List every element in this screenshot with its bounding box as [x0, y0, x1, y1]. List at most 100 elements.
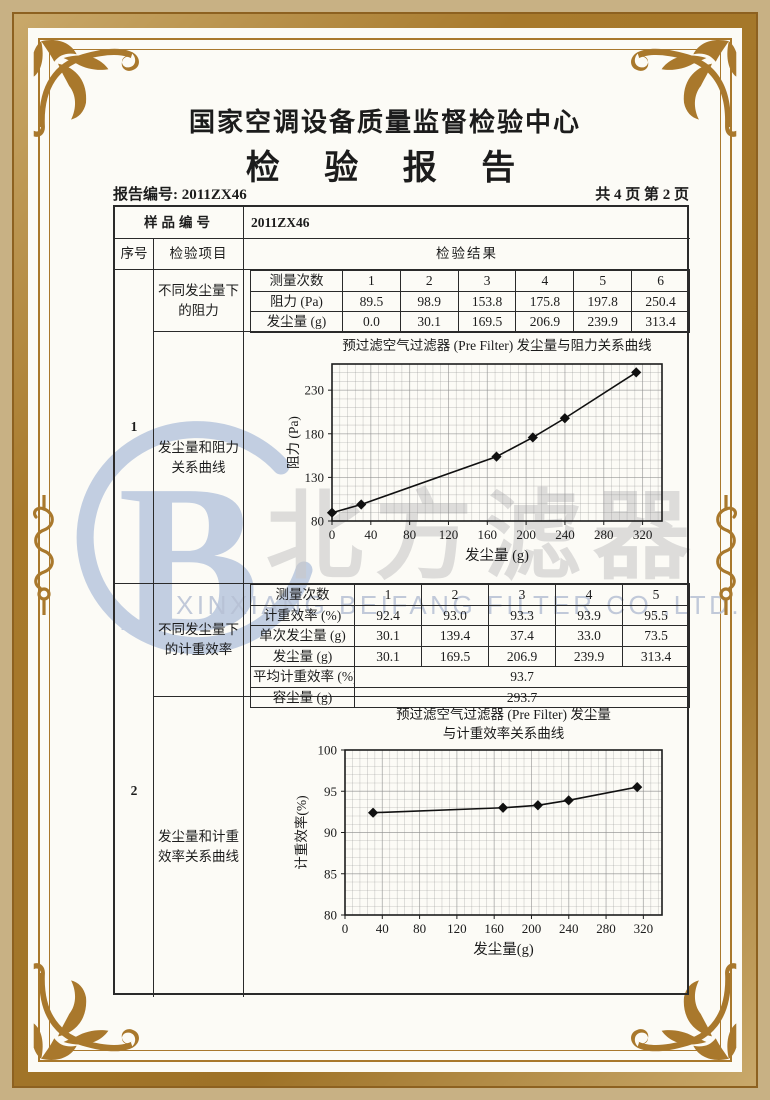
measure-value: 139.4 — [421, 625, 489, 647]
report-meta-row: 报告编号: 2011ZX46 共 4 页 第 2 页 — [113, 183, 689, 204]
resistance-chart: 80 130 180 230 0 40 80 120 160 200 240 280 320 预过滤空气过… — [244, 332, 690, 584]
measure-value: 93.3 — [488, 604, 556, 627]
measure-row-label: 发尘量 (g) — [250, 645, 355, 668]
svg-text:120: 120 — [439, 527, 459, 542]
measure-value: 313.4 — [622, 645, 690, 668]
measure-table: 测量次数 1 2 3 4 5 计重效率 (%) 92.4 93.0 93.3 93.9 95.5 单次发… — [250, 584, 690, 709]
measure-value: 98.9 — [399, 290, 459, 313]
section2-seq: 2 — [115, 584, 154, 997]
section1-measure-table: 测量次数 1 2 3 4 5 6 阻力 (Pa) 89.5 98.9 153.8 175.8 197.8… — [244, 270, 690, 333]
svg-text:240: 240 — [559, 921, 579, 936]
measure-value: 95.5 — [622, 604, 690, 627]
section2-measure-table: 测量次数 1 2 3 4 5 计重效率 (%) 92.4 93.0 93.3 93.9 95.5 单次发… — [244, 584, 690, 709]
svg-text:80: 80 — [311, 514, 324, 529]
page-indicator: 共 4 页 第 2 页 — [595, 187, 689, 203]
measure-value: 1 — [354, 584, 422, 606]
chart-svg: 80 85 90 95 100 0 40 80 120 160 200 240 280 320 预过滤空气过… — [293, 707, 663, 958]
svg-text:预过滤空气过滤器 (Pre Filter) 发尘量与阻力关系: 预过滤空气过滤器 (Pre Filter) 发尘量与阻力关系曲线 — [342, 338, 651, 353]
col-header-seq: 序号 — [115, 239, 154, 270]
report-title: 检 验 报 告 — [245, 150, 525, 187]
svg-text:130: 130 — [305, 470, 325, 485]
svg-text:80: 80 — [413, 921, 426, 936]
measure-value: 206.9 — [488, 645, 556, 668]
svg-text:发尘量 (g): 发尘量 (g) — [465, 547, 529, 564]
svg-text:280: 280 — [596, 921, 616, 936]
svg-text:200: 200 — [522, 921, 542, 936]
svg-text:80: 80 — [324, 908, 337, 923]
measure-value: 206.9 — [515, 311, 575, 333]
svg-text:0: 0 — [329, 527, 336, 542]
measure-value: 30.1 — [354, 645, 422, 668]
measure-value: 153.8 — [457, 290, 517, 313]
svg-text:与计重效率关系曲线: 与计重效率关系曲线 — [443, 725, 565, 741]
svg-text:180: 180 — [305, 426, 325, 441]
measure-value: 197.8 — [573, 290, 633, 313]
measure-row-label: 计重效率 (%) — [250, 604, 355, 627]
svg-text:预过滤空气过滤器 (Pre Filter) 发尘量: 预过滤空气过滤器 (Pre Filter) 发尘量 — [396, 707, 611, 722]
sample-no-value: 2011ZX46 — [244, 207, 690, 239]
svg-text:200: 200 — [516, 527, 536, 542]
svg-text:230: 230 — [305, 383, 325, 398]
measure-value: 6 — [631, 270, 690, 292]
measure-value: 33.0 — [555, 625, 623, 647]
section1-item-top: 不同发尘量下的阻力 — [154, 270, 244, 332]
svg-text:95: 95 — [324, 784, 337, 799]
svg-text:85: 85 — [324, 866, 337, 881]
measure-value: 250.4 — [631, 290, 690, 313]
measure-value: 37.4 — [488, 625, 556, 647]
measure-row-label: 单次发尘量 (g) — [250, 625, 355, 647]
col-header-result: 检验结果 — [244, 239, 690, 270]
section1-item-bottom: 发尘量和阻力关系曲线 — [154, 332, 244, 584]
svg-text:80: 80 — [403, 527, 416, 542]
svg-text:160: 160 — [484, 921, 504, 936]
results-table: 样品编号 2011ZX46 序号 检验项目 检验结果 1 不同发尘量下的阻力 测… — [113, 205, 690, 997]
measure-value: 4 — [515, 270, 575, 292]
measure-value: 4 — [555, 584, 623, 606]
measure-value: 93.0 — [421, 604, 489, 627]
measure-value: 5 — [573, 270, 633, 292]
measure-value: 73.5 — [622, 625, 690, 647]
measure-value: 93.9 — [555, 604, 623, 627]
measure-value: 239.9 — [573, 311, 633, 333]
col-header-item: 检验项目 — [154, 239, 244, 270]
svg-text:100: 100 — [318, 743, 338, 758]
chart-svg: 80 130 180 230 0 40 80 120 160 200 240 280 320 预过滤空气过… — [286, 338, 663, 564]
section2-item-bottom: 发尘量和计重效率关系曲线 — [154, 697, 244, 997]
section1-seq: 1 — [115, 270, 154, 584]
measure-value: 0.0 — [342, 311, 401, 333]
measure-merged-value: 93.7 — [354, 666, 690, 688]
measure-value: 2 — [399, 270, 459, 292]
measure-value: 169.5 — [421, 645, 489, 668]
measure-value: 169.5 — [457, 311, 517, 333]
measure-value: 5 — [622, 584, 690, 606]
svg-text:320: 320 — [634, 921, 654, 936]
svg-text:40: 40 — [376, 921, 389, 936]
svg-text:320: 320 — [633, 527, 653, 542]
measure-row-label: 容尘量 (g) — [250, 686, 355, 709]
svg-text:160: 160 — [478, 527, 498, 542]
section2-item-top: 不同发尘量下的计重效率 — [154, 584, 244, 697]
measure-row-label: 测量次数 — [250, 584, 355, 606]
svg-text:280: 280 — [594, 527, 614, 542]
sample-no-label: 样品编号 — [115, 207, 244, 239]
measure-value: 239.9 — [555, 645, 623, 668]
measure-value: 30.1 — [399, 311, 459, 333]
svg-text:120: 120 — [447, 921, 467, 936]
measure-row-label: 阻力 (Pa) — [250, 290, 343, 313]
report-number: 报告编号: 2011ZX46 — [113, 187, 247, 203]
measure-row-label: 测量次数 — [250, 270, 343, 292]
svg-text:90: 90 — [324, 825, 337, 840]
measure-value: 3 — [457, 270, 517, 292]
measure-value: 30.1 — [354, 625, 422, 647]
svg-text:40: 40 — [364, 527, 377, 542]
svg-text:阻力 (Pa): 阻力 (Pa) — [286, 416, 301, 469]
svg-text:计重效率(%): 计重效率(%) — [293, 795, 309, 869]
efficiency-chart: 80 85 90 95 100 0 40 80 120 160 200 240 280 320 预过滤空气过… — [244, 697, 690, 997]
svg-text:0: 0 — [342, 921, 349, 936]
measure-table: 测量次数 1 2 3 4 5 6 阻力 (Pa) 89.5 98.9 153.8 175.8 197.8… — [250, 270, 690, 333]
measure-value: 175.8 — [515, 290, 575, 313]
measure-value: 89.5 — [342, 290, 401, 313]
measure-merged-value: 293.7 — [354, 686, 690, 709]
measure-value: 313.4 — [631, 311, 690, 333]
